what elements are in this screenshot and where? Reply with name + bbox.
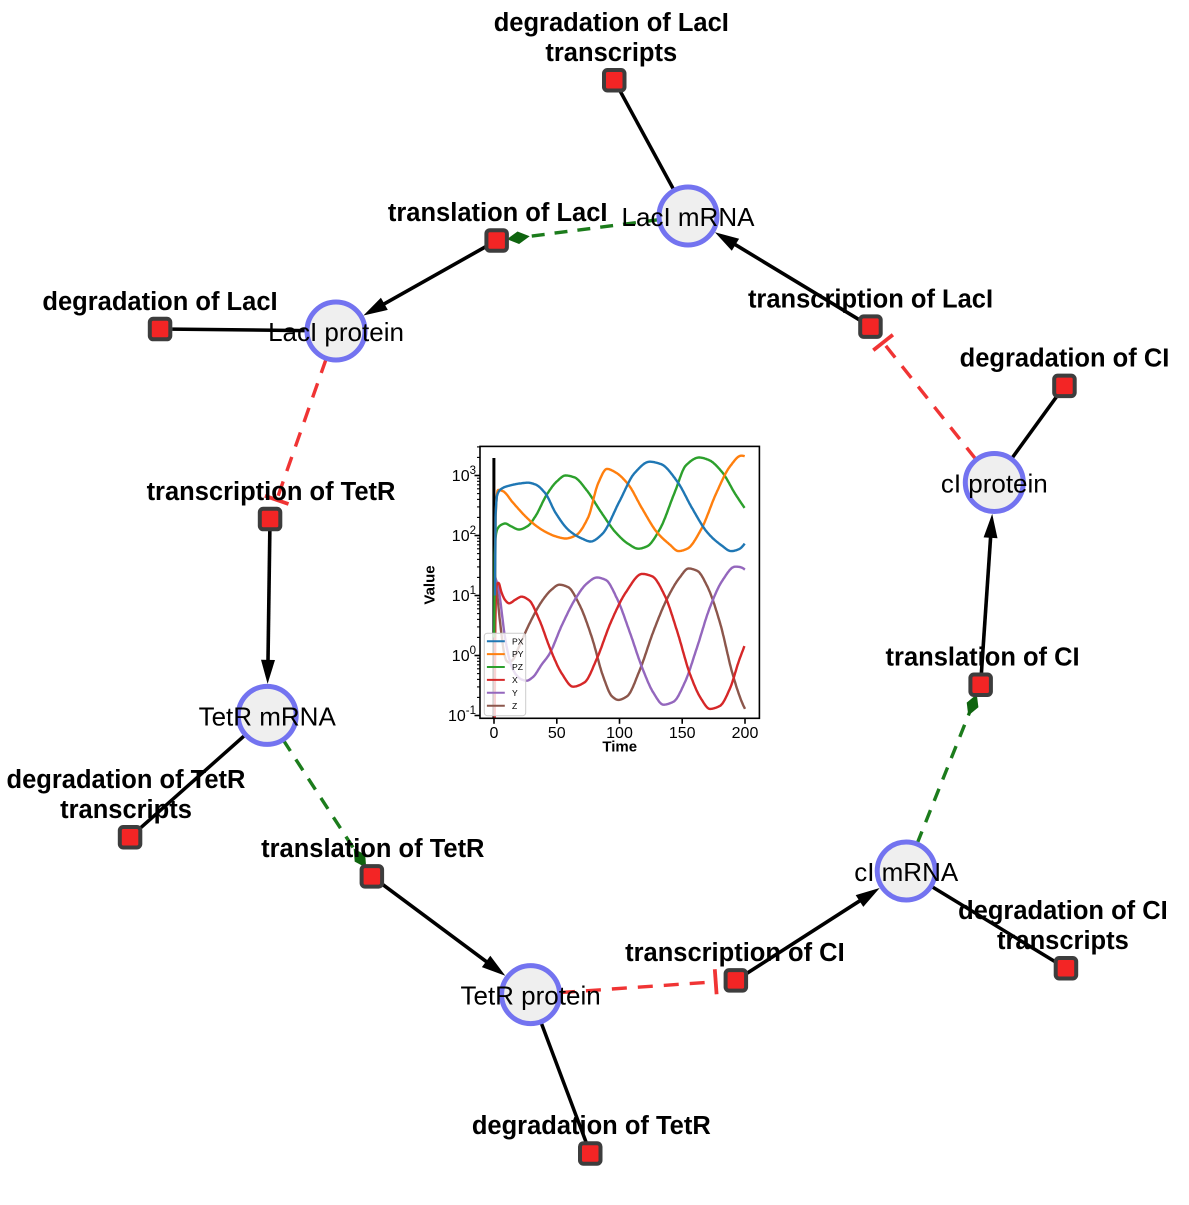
svg-text:PY: PY xyxy=(512,649,524,659)
svg-text:PZ: PZ xyxy=(512,662,523,672)
svg-text:transcripts: transcripts xyxy=(545,39,677,67)
svg-text:degradation of TetR: degradation of TetR xyxy=(7,766,246,794)
svg-text:LacI mRNA: LacI mRNA xyxy=(622,202,756,232)
svg-text:translation of CI: translation of CI xyxy=(886,644,1080,672)
svg-text:transcription of TetR: transcription of TetR xyxy=(147,478,396,506)
svg-text:transcription of CI: transcription of CI xyxy=(625,939,845,967)
svg-text:degradation of TetR: degradation of TetR xyxy=(472,1112,711,1140)
svg-text:150: 150 xyxy=(669,725,696,742)
svg-text:TetR protein: TetR protein xyxy=(461,981,601,1011)
svg-text:transcripts: transcripts xyxy=(60,796,192,824)
svg-text:transcription of LacI: transcription of LacI xyxy=(748,285,993,313)
svg-text:Time: Time xyxy=(602,739,637,756)
svg-text:Z: Z xyxy=(512,701,517,711)
svg-text:TetR mRNA: TetR mRNA xyxy=(199,701,337,731)
svg-text:cI protein: cI protein xyxy=(941,469,1048,499)
svg-text:cI mRNA: cI mRNA xyxy=(854,857,959,887)
svg-text:degradation of LacI: degradation of LacI xyxy=(494,9,729,37)
svg-text:degradation of CI: degradation of CI xyxy=(960,345,1170,373)
svg-text:transcripts: transcripts xyxy=(997,927,1129,955)
svg-text:degradation of LacI: degradation of LacI xyxy=(42,288,277,316)
svg-text:PX: PX xyxy=(512,636,524,646)
svg-text:100: 100 xyxy=(606,725,633,742)
svg-text:Value: Value xyxy=(422,565,439,604)
svg-text:0: 0 xyxy=(490,725,499,742)
svg-text:50: 50 xyxy=(548,725,566,742)
svg-text:X: X xyxy=(512,675,518,685)
svg-text:translation of LacI: translation of LacI xyxy=(388,199,608,227)
svg-text:translation of TetR: translation of TetR xyxy=(261,835,484,863)
svg-text:Y: Y xyxy=(512,688,518,698)
svg-text:200: 200 xyxy=(732,725,759,742)
svg-text:degradation of CI: degradation of CI xyxy=(958,897,1168,925)
svg-text:LacI protein: LacI protein xyxy=(268,317,404,347)
